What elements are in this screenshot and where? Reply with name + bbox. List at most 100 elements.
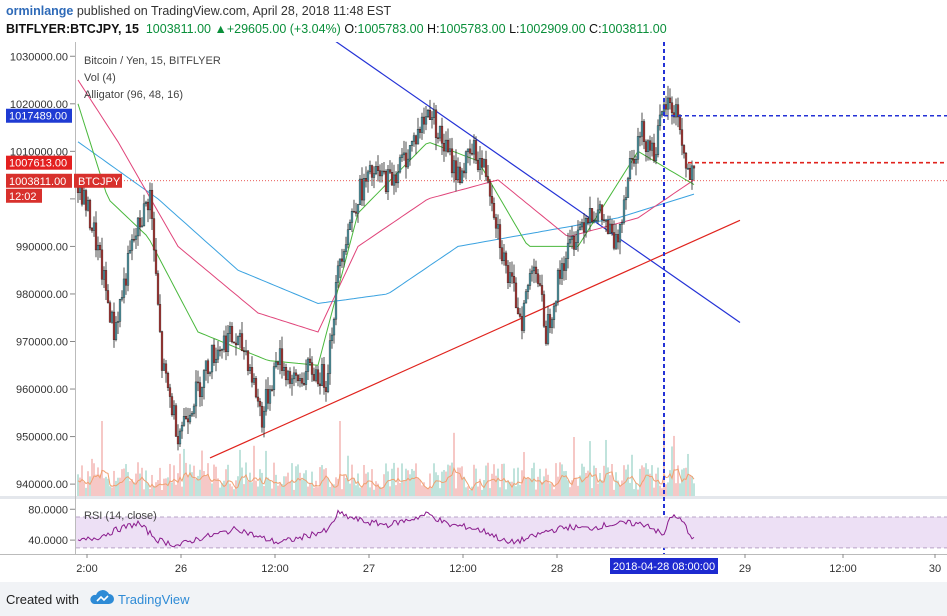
candle-body bbox=[616, 234, 620, 243]
candle bbox=[608, 215, 612, 235]
candle-body bbox=[174, 405, 178, 437]
candle bbox=[556, 268, 560, 306]
volume-bar bbox=[583, 466, 585, 496]
candle bbox=[486, 164, 490, 184]
volume-bar bbox=[409, 474, 411, 496]
time-badge-text: 2018-04-28 08:00:00 bbox=[613, 561, 715, 573]
volume-bar bbox=[349, 483, 351, 496]
candle-body bbox=[406, 158, 410, 168]
candle-body bbox=[470, 153, 474, 155]
candle-body bbox=[424, 116, 428, 125]
candle-body bbox=[476, 159, 480, 170]
candle bbox=[390, 162, 394, 186]
publish-info: published on TradingView.com, April 28, … bbox=[76, 4, 392, 18]
candle-body bbox=[394, 174, 398, 184]
volume-bar bbox=[667, 482, 669, 496]
candle-body bbox=[164, 363, 168, 374]
volume-bar bbox=[357, 473, 359, 496]
volume-bar bbox=[253, 445, 255, 496]
candle bbox=[668, 88, 672, 110]
tradingview-brand[interactable]: TradingView bbox=[118, 592, 190, 607]
ohlc-line: BITFLYER:BTCJPY, 15 1003811.00 ▲+29605.0… bbox=[6, 22, 667, 36]
candle bbox=[336, 260, 340, 288]
candle bbox=[276, 360, 280, 370]
candle bbox=[680, 117, 684, 156]
candle bbox=[520, 306, 524, 340]
candle bbox=[286, 369, 290, 385]
candle-body bbox=[376, 166, 380, 171]
chart-svg[interactable]: 1030000.00 1020000.00 1010000.00 990000.00 9… bbox=[0, 42, 947, 582]
volume-bar bbox=[479, 478, 481, 496]
rsi-label[interactable]: RSI (14, close) bbox=[84, 510, 157, 522]
candle-body bbox=[144, 201, 148, 205]
volume-bar bbox=[403, 481, 405, 496]
legend-alligator[interactable]: Alligator (96, 48, 16) bbox=[84, 89, 183, 101]
candle-body bbox=[136, 217, 140, 237]
candle bbox=[260, 401, 264, 433]
candle-body bbox=[676, 104, 680, 118]
volume-bar bbox=[411, 468, 413, 496]
candle-body bbox=[416, 128, 420, 145]
candle-body bbox=[568, 239, 572, 244]
volume-bar bbox=[677, 465, 679, 496]
blue-level-badge-text: 1017489.00 bbox=[9, 111, 67, 123]
candle-body bbox=[352, 211, 356, 213]
trendline-blue[interactable] bbox=[316, 42, 741, 323]
volume-bar bbox=[653, 487, 655, 496]
time-badge[interactable]: 2018-04-28 08:00:00 bbox=[610, 558, 718, 574]
volume-bar bbox=[223, 480, 225, 496]
volume-bar bbox=[575, 478, 577, 496]
candle-body bbox=[664, 104, 668, 110]
volume-bar bbox=[477, 486, 479, 496]
candle-body bbox=[314, 369, 318, 381]
high-value: 1005783.00 bbox=[439, 22, 506, 36]
blue-level-badge[interactable]: 1017489.00 bbox=[6, 108, 72, 123]
volume-bar bbox=[569, 487, 571, 496]
red-level-badge[interactable]: 1007613.00 bbox=[6, 155, 72, 170]
candle bbox=[424, 105, 428, 131]
candle bbox=[428, 99, 432, 121]
candle bbox=[256, 388, 260, 408]
candle bbox=[254, 375, 258, 399]
volume-bar bbox=[109, 486, 111, 496]
candle-body bbox=[226, 333, 230, 352]
candle bbox=[518, 308, 522, 318]
candle bbox=[134, 228, 138, 250]
symbol-label[interactable]: BITFLYER:BTCJPY, 15 bbox=[6, 22, 139, 36]
candle-body bbox=[190, 413, 194, 416]
legend-volume[interactable]: Vol (4) bbox=[84, 72, 116, 84]
volume-bar bbox=[81, 465, 83, 496]
volume-bar bbox=[693, 483, 695, 496]
candle-body bbox=[168, 387, 172, 397]
trendline-red[interactable] bbox=[209, 219, 741, 459]
legend-title[interactable]: Bitcoin / Yen, 15, BITFLYER bbox=[84, 55, 221, 67]
candle bbox=[422, 107, 426, 134]
candle-body bbox=[690, 165, 694, 180]
candle bbox=[314, 365, 318, 383]
volume-bar bbox=[615, 472, 617, 496]
high-label: H: bbox=[427, 22, 440, 36]
candle-body bbox=[332, 318, 336, 336]
volume-bar bbox=[431, 487, 433, 496]
candle bbox=[352, 199, 356, 213]
candle bbox=[366, 169, 370, 193]
candle bbox=[88, 198, 92, 231]
candle-body bbox=[604, 220, 608, 222]
volume-bar bbox=[657, 467, 659, 496]
candle-body bbox=[502, 252, 506, 262]
volume-bar bbox=[503, 463, 505, 496]
candle bbox=[688, 163, 692, 180]
volume-bar bbox=[187, 476, 189, 496]
candle bbox=[650, 137, 654, 157]
last-price-badge[interactable]: 1003811.00 bbox=[6, 173, 72, 188]
volume-bar bbox=[397, 467, 399, 496]
candle bbox=[154, 237, 158, 276]
candle-body bbox=[326, 373, 330, 392]
candle bbox=[628, 150, 632, 182]
candle-body bbox=[180, 425, 184, 432]
candle bbox=[406, 149, 410, 169]
candle-body bbox=[142, 203, 146, 227]
volume-bar bbox=[131, 478, 133, 496]
publisher-username[interactable]: orminlange bbox=[6, 4, 74, 18]
candle-body bbox=[422, 116, 426, 125]
